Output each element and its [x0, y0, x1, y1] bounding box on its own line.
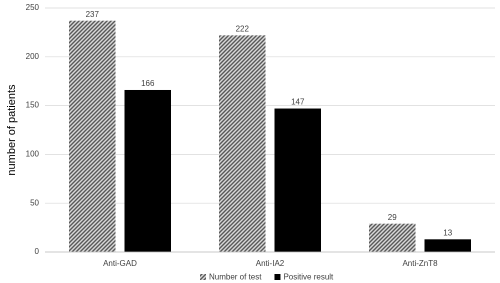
bar [274, 108, 321, 252]
bar [424, 239, 471, 252]
bar [219, 35, 266, 252]
x-tick-label: Anti-GAD [103, 259, 137, 268]
data-label: 166 [141, 79, 155, 88]
y-tick-label: 200 [26, 52, 40, 61]
y-tick-label: 150 [26, 101, 40, 110]
y-axis-label: number of patients [6, 84, 18, 176]
x-tick-label: Anti-IA2 [256, 259, 285, 268]
y-tick-label: 250 [26, 3, 40, 12]
bar [124, 89, 171, 252]
y-tick-label: 50 [30, 198, 39, 207]
y-tick-label: 100 [26, 150, 40, 159]
x-tick-label: Anti-ZnT8 [402, 259, 438, 268]
data-label: 13 [443, 228, 452, 237]
bar [69, 20, 116, 252]
data-label: 222 [236, 24, 250, 33]
legend-swatch [274, 274, 281, 280]
legend-label: Number of test [209, 273, 262, 282]
data-label: 29 [388, 213, 397, 222]
legend-swatch [200, 274, 206, 280]
bar [369, 223, 416, 252]
data-label: 147 [291, 98, 305, 107]
legend-label: Positive result [283, 273, 334, 282]
data-label: 237 [86, 10, 100, 19]
y-tick-label: 0 [35, 247, 40, 256]
